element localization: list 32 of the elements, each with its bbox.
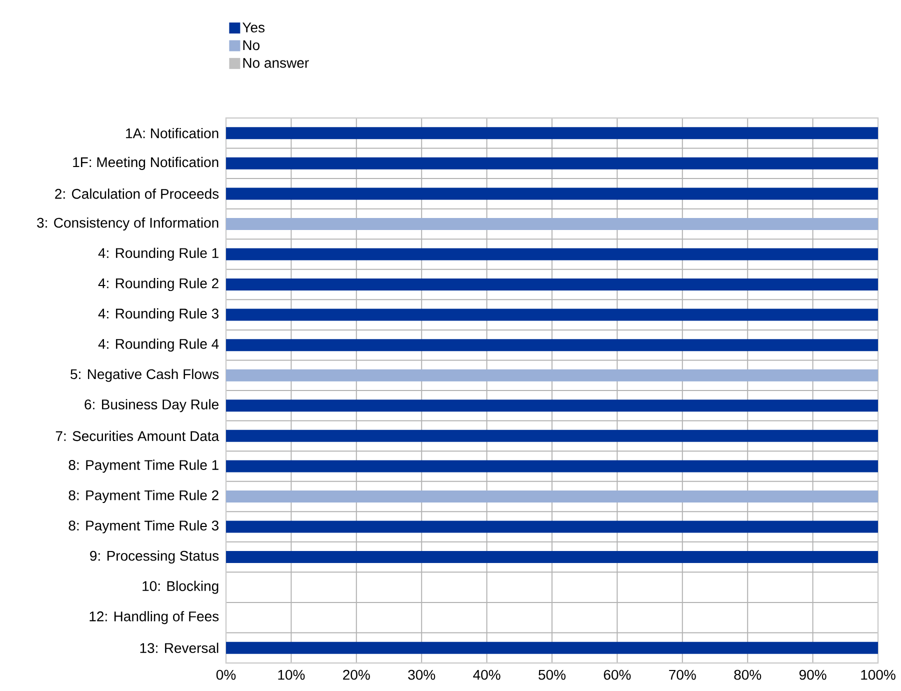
y-tick-label: 2: Calculation of Proceeds xyxy=(55,188,219,199)
x-tick-label: 20% xyxy=(343,670,370,680)
y-tick-label: 4: Rounding Rule 3 xyxy=(98,308,218,322)
legend-label: No answer xyxy=(243,58,309,68)
x-tick-label: 30% xyxy=(408,670,436,680)
x-tick-label: 70% xyxy=(669,670,696,680)
y-tick-label: 12: Handling of Fees xyxy=(90,611,219,624)
x-tick-label: 40% xyxy=(473,670,500,680)
y-tick-label: 4: Rounding Rule 1 xyxy=(98,248,218,261)
y-tick-label: 6: Business Day Rule xyxy=(84,399,218,412)
y-tick-label: 7: Securities Amount Data xyxy=(56,430,220,442)
y-tick-label: 13: Reversal xyxy=(140,642,218,654)
y-tick-label: 10: Blocking xyxy=(142,580,218,594)
x-tick-label: 90% xyxy=(799,670,826,680)
y-tick-label: 1A: Notification xyxy=(126,128,218,138)
y-tick-label: 8: Payment Time Rule 2 xyxy=(68,490,218,504)
legend-label: Yes xyxy=(242,22,265,32)
x-tick-label: 60% xyxy=(604,670,631,680)
y-tick-label: 8: Payment Time Rule 1 xyxy=(68,460,218,473)
y-tick-label: 9: Processing Status xyxy=(90,550,219,564)
x-tick-label: 0% xyxy=(216,670,236,680)
y-tick-label: 3: Consistency of Information xyxy=(37,217,218,230)
y-tick-label: 1F: Meeting Notification xyxy=(73,156,218,170)
y-tick-label: 4: Rounding Rule 4 xyxy=(98,338,219,352)
y-tick-label: 8: Payment Time Rule 3 xyxy=(68,520,218,534)
y-tick-label: 5: Negative Cash Flows xyxy=(70,368,219,382)
x-tick-label: 10% xyxy=(278,670,305,680)
legend-label: No xyxy=(243,40,260,50)
x-tick-label: 50% xyxy=(538,670,566,680)
y-tick-label: 4: Rounding Rule 2 xyxy=(98,278,218,292)
x-tick-label: 100% xyxy=(861,670,896,680)
x-tick-label: 80% xyxy=(734,670,762,680)
